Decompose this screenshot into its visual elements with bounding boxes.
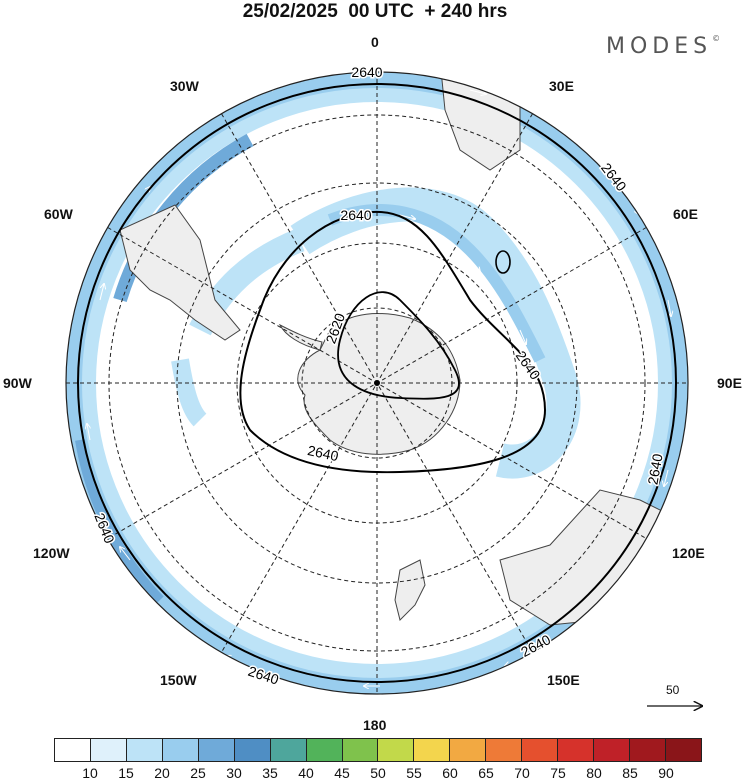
longitude-label-120e: 120E: [672, 545, 705, 561]
colorbar-tick-label: 70: [514, 765, 530, 781]
reference-vector-label: 50: [666, 683, 680, 697]
new-zealand: [394, 559, 426, 621]
colorbar-swatch: [450, 739, 487, 761]
south-america: [119, 204, 241, 341]
colorbar-swatch: [90, 739, 127, 761]
colorbar-tick-label: 25: [190, 765, 206, 781]
longitude-label-0: 0: [371, 34, 379, 50]
colorbar-swatch: [234, 739, 271, 761]
colorbar-swatch: [162, 739, 199, 761]
longitude-label-90w: 90W: [3, 375, 32, 391]
colorbar-tick-label: 90: [658, 765, 674, 781]
colorbar-swatch: [486, 739, 523, 761]
longitude-label-30e: 30E: [549, 78, 574, 94]
colorbar-tick-label: 85: [622, 765, 638, 781]
map-border: [65, 71, 689, 695]
brand-logo: MODES©: [606, 34, 720, 59]
wind-speed-colorbar: [54, 738, 702, 762]
colorbar-swatch: [665, 739, 701, 761]
forecast-title: 25/02/2025 00 UTC + 240 hrs: [242, 1, 508, 22]
reference-vector-arrow: [647, 700, 706, 712]
colorbar-swatch: [198, 739, 235, 761]
colorbar-swatch: [558, 739, 595, 761]
contour-label: 2640: [351, 64, 382, 80]
colorbar-swatch: [522, 739, 559, 761]
colorbar-tick-label: 30: [226, 765, 242, 781]
colorbar-tick-label: 35: [262, 765, 278, 781]
colorbar-tick-label: 60: [442, 765, 458, 781]
colorbar-swatch: [378, 739, 415, 761]
colorbar-swatch: [630, 739, 666, 761]
longitude-label-150w: 150W: [160, 672, 197, 688]
brand-mark: ©: [712, 34, 721, 43]
longitude-label-30w: 30W: [170, 78, 199, 94]
inner-jet-band: [171, 187, 581, 479]
colorbar-tick-label: 55: [406, 765, 422, 781]
longitude-label-150e: 150E: [547, 672, 580, 688]
colorbar-swatch: [55, 739, 91, 761]
colorbar-tick-label: 65: [478, 765, 494, 781]
colorbar-swatch: [414, 739, 451, 761]
longitude-label-180: 180: [363, 717, 387, 733]
brand-name: MODES: [606, 34, 713, 59]
colorbar-tick-label: 80: [586, 765, 602, 781]
colorbar-tick-label: 10: [82, 765, 98, 781]
antarctic-peninsula: [278, 323, 323, 351]
longitude-label-60e: 60E: [673, 206, 698, 222]
colorbar-tick-label: 50: [370, 765, 386, 781]
colorbar-tick-label: 45: [334, 765, 350, 781]
longitude-label-90e: 90E: [717, 375, 742, 391]
colorbar-swatch: [594, 739, 630, 761]
contour-label: 2640: [340, 207, 371, 223]
colorbar-tick-label: 15: [118, 765, 134, 781]
colorbar-tick-label: 75: [550, 765, 566, 781]
colorbar-swatch: [342, 739, 379, 761]
colorbar-swatch: [306, 739, 343, 761]
longitude-label-60w: 60W: [44, 206, 73, 222]
colorbar-swatch: [126, 739, 163, 761]
longitude-label-120w: 120W: [33, 545, 70, 561]
height-contours: [77, 83, 677, 683]
colorbar-swatch: [270, 739, 307, 761]
colorbar-tick-label: 20: [154, 765, 170, 781]
colorbar-tick-label: 40: [298, 765, 314, 781]
south-pole-dot: [374, 380, 380, 386]
